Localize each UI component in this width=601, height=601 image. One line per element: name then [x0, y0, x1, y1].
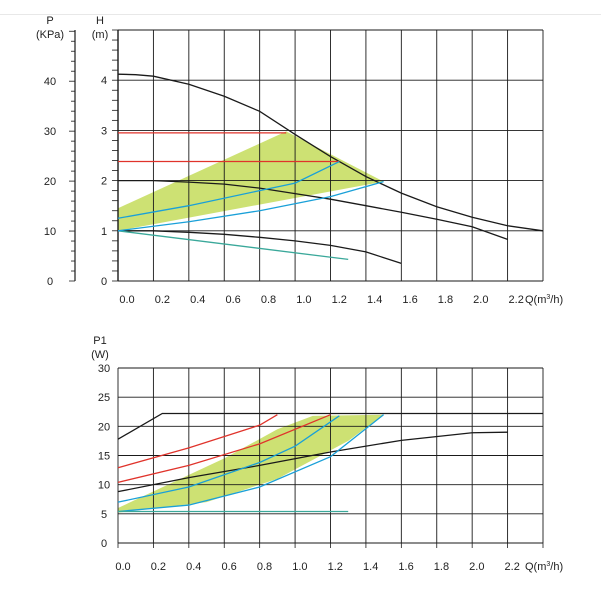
x-tick-label: 1.0: [292, 561, 307, 573]
p-tick-label: 40: [44, 76, 56, 88]
x-tick-label: 2.2: [505, 561, 520, 573]
h-tick-label: 1: [101, 226, 107, 238]
x-tick-label: 0.0: [115, 561, 130, 573]
h-axis-unit: (m): [92, 29, 109, 41]
p1-tick-label: 30: [98, 363, 110, 375]
x-tick-label: 0.4: [186, 561, 201, 573]
x-tick-label: 1.2: [328, 561, 343, 573]
p1-tick-label: 20: [98, 421, 110, 433]
p1-axis-title: P1: [93, 335, 106, 347]
power-curve-5: [117, 415, 340, 503]
x-axis-title: Q(m3/h): [525, 294, 563, 306]
x-tick-label: 1.6: [402, 294, 417, 306]
p1-tick-label: 15: [98, 451, 110, 463]
x-tick-label: 2.0: [473, 294, 488, 306]
power-curve-2: [117, 431, 508, 493]
curve-4: [117, 230, 349, 261]
power-curve-4: [117, 414, 331, 483]
x-tick-label: 0.6: [221, 561, 236, 573]
p-tick-label: 20: [44, 176, 56, 188]
x-tick-label: 1.2: [332, 294, 347, 306]
top-rule: [0, 14, 601, 15]
x-tick-label: 0.0: [119, 294, 134, 306]
p1-tick-label: 5: [101, 509, 107, 521]
p1-axis-unit: (W): [91, 349, 109, 361]
p-tick-label: 10: [44, 226, 56, 238]
x-tick-label: 1.8: [438, 294, 453, 306]
h-tick-label: 0: [101, 276, 107, 288]
x-tick-label: 0.2: [151, 561, 166, 573]
h-tick-label: 4: [101, 75, 107, 87]
p1-tick-label: 10: [98, 480, 110, 492]
x-tick-label: 0.2: [155, 294, 170, 306]
curve-8: [117, 180, 384, 232]
x-tick-label: 1.4: [367, 294, 382, 306]
curve-7: [117, 160, 340, 219]
curve-1: [117, 73, 544, 232]
x-tick-label: 0.8: [261, 294, 276, 306]
p1-tick-label: 25: [98, 392, 110, 404]
curve-3: [118, 230, 402, 265]
x-tick-label: 2.0: [469, 561, 484, 573]
curve-2: [118, 179, 508, 240]
power-curve-3: [117, 414, 278, 469]
p-axis-title: P: [46, 15, 53, 27]
h-axis-title: H: [96, 15, 104, 27]
x-axis-title: Q(m3/h): [525, 561, 563, 573]
p-tick-label: 30: [44, 126, 56, 138]
x-tick-label: 2.2: [509, 294, 524, 306]
x-tick-label: 1.8: [434, 561, 449, 573]
x-tick-label: 1.0: [296, 294, 311, 306]
x-tick-label: 0.4: [190, 294, 205, 306]
x-tick-label: 0.8: [257, 561, 272, 573]
x-tick-label: 1.6: [398, 561, 413, 573]
operating-zone-power: [118, 414, 384, 513]
x-tick-label: 1.4: [363, 561, 378, 573]
p1-tick-label: 0: [101, 538, 107, 550]
h-tick-label: 3: [101, 125, 107, 137]
h-tick-label: 2: [101, 176, 107, 188]
power-curve-6: [117, 414, 385, 513]
p-tick-label: 0: [47, 276, 53, 288]
p-axis-unit: (KPa): [36, 29, 64, 41]
x-tick-label: 0.6: [225, 294, 240, 306]
power-curve-1: [117, 412, 543, 440]
